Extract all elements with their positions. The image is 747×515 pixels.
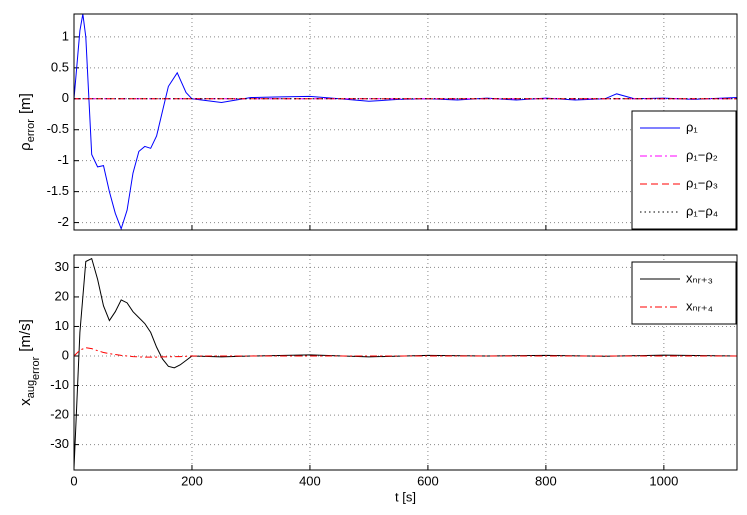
x-tick-label: 400 <box>299 473 321 488</box>
y-label-part: ρ <box>17 142 34 151</box>
legend-box <box>631 261 737 325</box>
y-tick-label: -10 <box>50 377 69 392</box>
y-tick-label: 10 <box>55 318 69 333</box>
axes-box <box>73 13 738 231</box>
x-tick-label: 200 <box>181 473 203 488</box>
plot-area <box>74 14 737 230</box>
y-tick-label: -1 <box>57 152 69 167</box>
plot-area <box>74 255 737 470</box>
x-axis-label: t [s] <box>395 489 416 504</box>
legend-label: ρ₁−ρ₃ <box>686 175 718 190</box>
y-label-part: aug <box>25 380 37 398</box>
legend-label: xₙᵣ₊₃ <box>686 270 713 285</box>
y-label-part: error <box>25 119 37 143</box>
y-axis-label: ρerror [m] <box>17 93 37 151</box>
y-tick-label: 0.5 <box>51 59 69 74</box>
legend-box <box>631 110 737 230</box>
legend-label: ρ₁−ρ₂ <box>686 147 718 162</box>
x-tick-label: 600 <box>417 473 439 488</box>
y-tick-label: -1.5 <box>47 183 69 198</box>
y-tick-label: -0.5 <box>47 121 69 136</box>
y-tick-label: 30 <box>55 259 69 274</box>
legend-label: ρ₁ <box>686 119 698 134</box>
y-tick-label: -20 <box>50 407 69 422</box>
y-label-part: x <box>17 398 34 406</box>
series-line <box>74 257 737 469</box>
y-axis-label: xaugerror [m/s] <box>17 319 42 406</box>
y-label-part: [m/s] <box>17 319 34 352</box>
y-label-part: error <box>30 356 42 380</box>
y-tick-label: 20 <box>55 288 69 303</box>
x-tick-label: 800 <box>535 473 557 488</box>
y-tick-label: 0 <box>62 90 69 105</box>
x-tick-label: 0 <box>70 473 77 488</box>
y-tick-label: -2 <box>57 214 69 229</box>
series-line <box>74 347 737 358</box>
y-tick-label: 0 <box>62 347 69 362</box>
legend-label: ρ₁−ρ₄ <box>686 203 718 218</box>
y-tick-label: 1 <box>62 28 69 43</box>
x-tick-label: 1000 <box>649 473 678 488</box>
legend-label: xₙᵣ₊₄ <box>686 298 713 313</box>
y-label-part: [m] <box>17 93 34 114</box>
axes-box <box>73 254 738 471</box>
y-tick-label: -30 <box>50 436 69 451</box>
